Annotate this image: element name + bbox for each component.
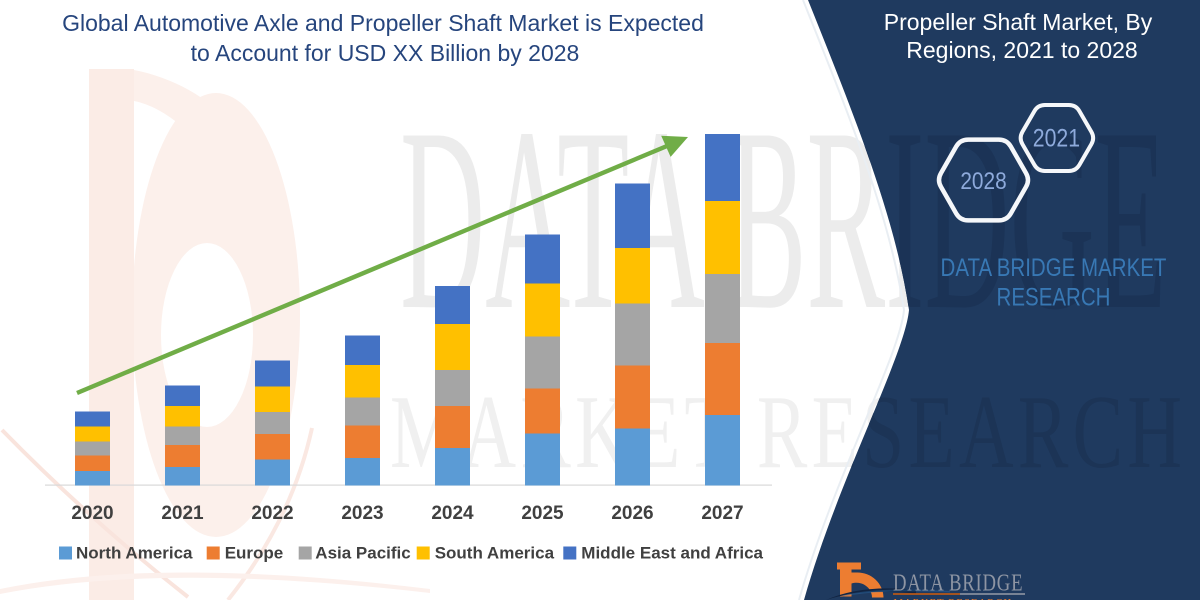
svg-text:2028: 2028 bbox=[960, 166, 1006, 194]
svg-text:DATA BRIDGE MARKET: DATA BRIDGE MARKET bbox=[941, 253, 1167, 281]
svg-text:2023: 2023 bbox=[341, 503, 383, 524]
svg-text:2024: 2024 bbox=[431, 503, 474, 524]
svg-text:MARKET RESEARCH: MARKET RESEARCH bbox=[894, 597, 1013, 600]
svg-text:Asia Pacific: Asia Pacific bbox=[315, 544, 410, 563]
svg-text:Regions, 2021 to 2028: Regions, 2021 to 2028 bbox=[906, 37, 1137, 63]
svg-text:Global Automotive Axle and Pro: Global Automotive Axle and Propeller Sha… bbox=[62, 10, 704, 36]
svg-text:2026: 2026 bbox=[611, 503, 653, 524]
svg-text:2020: 2020 bbox=[71, 503, 113, 524]
svg-text:Europe: Europe bbox=[225, 544, 284, 563]
svg-text:South America: South America bbox=[435, 544, 555, 563]
svg-text:DATA BRIDGE: DATA BRIDGE bbox=[893, 569, 1023, 596]
svg-text:Middle East and Africa: Middle East and Africa bbox=[581, 544, 763, 563]
svg-text:Propeller Shaft Market, By: Propeller Shaft Market, By bbox=[884, 9, 1153, 35]
svg-text:2021: 2021 bbox=[161, 503, 204, 524]
svg-text:2027: 2027 bbox=[701, 503, 743, 524]
svg-text:2022: 2022 bbox=[251, 503, 293, 524]
svg-text:RESEARCH: RESEARCH bbox=[997, 283, 1111, 311]
svg-text:2021: 2021 bbox=[1033, 124, 1080, 152]
svg-text:2025: 2025 bbox=[521, 503, 564, 524]
svg-text:to Account for USD XX Billion: to Account for USD XX Billion by 2028 bbox=[191, 40, 580, 66]
svg-text:North America: North America bbox=[76, 544, 193, 563]
